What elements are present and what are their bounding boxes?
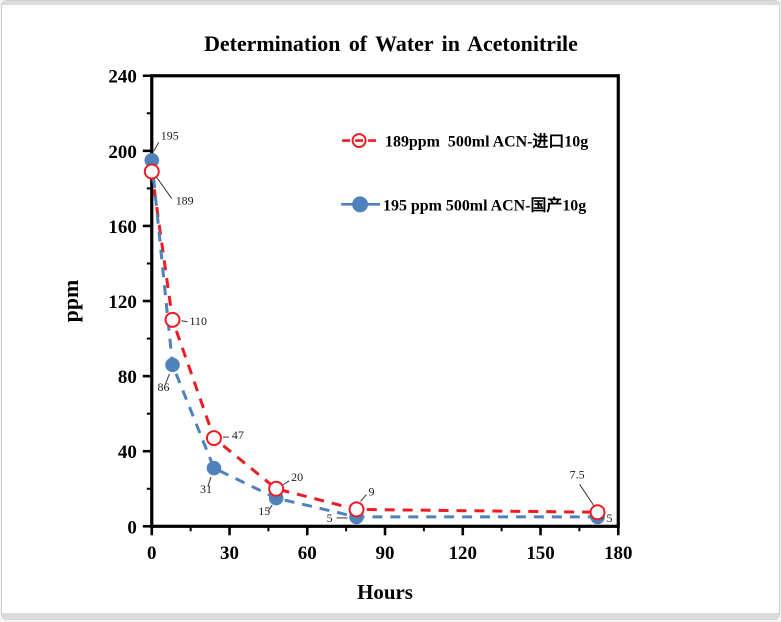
y-tick-label: 120 (108, 292, 136, 313)
point-label-leader (579, 484, 594, 506)
series-line-1 (150, 160, 598, 519)
data-point-filled (206, 460, 222, 476)
x-axis-title: Hours (357, 580, 413, 604)
y-tick-label: 80 (118, 367, 137, 388)
legend-label-1: 195 ppm 500ml ACN-国产10g (383, 195, 586, 214)
y-tick-label: 40 (118, 442, 137, 463)
point-label: 5 (327, 511, 333, 525)
legend-marker-0 (351, 133, 367, 149)
point-label-leader (282, 480, 290, 486)
data-point-open (164, 311, 181, 328)
x-tick-label: 180 (604, 543, 632, 564)
x-tick-label: 150 (526, 543, 554, 564)
plot-area: 0 30 60 90 120 150 180 0 40 80 120 160 200 240 189 110 4… (108, 67, 632, 564)
point-label: 9 (368, 484, 374, 498)
point-label: 47 (232, 428, 244, 442)
chart-title: Determination of Water in Acetonitrile (204, 31, 578, 56)
y-tick-label: 200 (108, 142, 136, 163)
point-label-leader (153, 142, 160, 152)
point-label-leader (207, 476, 212, 487)
data-point-open (205, 430, 222, 447)
y-tick-label: 160 (108, 217, 136, 238)
x-tick-label: 0 (147, 543, 156, 564)
point-label: 110 (189, 314, 207, 328)
point-label: 5 (607, 511, 613, 525)
data-point-open (268, 480, 285, 497)
point-label: 195 (161, 128, 179, 142)
y-tick-label: 240 (108, 67, 136, 88)
x-tick-label: 90 (376, 543, 395, 564)
data-point-filled (144, 152, 160, 168)
point-label-leader (600, 517, 604, 520)
point-label: 31 (200, 482, 212, 496)
point-label: 86 (158, 380, 170, 394)
data-point-open (143, 163, 160, 180)
point-label-leader (165, 373, 170, 384)
y-tick-label: 0 (127, 517, 136, 538)
point-label-leader (267, 504, 273, 512)
legend-label-0: 189ppm 500ml ACN-进口10g (385, 133, 588, 151)
legend-marker-1 (352, 196, 369, 213)
point-label-leader (181, 320, 188, 323)
point-label-leader (360, 494, 367, 502)
x-tick-label: 120 (449, 543, 477, 564)
window-bottom-edge (2, 613, 779, 619)
point-label: 20 (291, 470, 303, 484)
point-label: 7.5 (570, 467, 585, 481)
x-tick-label: 60 (298, 543, 317, 564)
data-point-filled (165, 357, 180, 373)
y-axis-title: ppm (58, 280, 83, 323)
data-point-open (589, 504, 606, 521)
x-tick-label: 30 (220, 543, 239, 564)
window-top-edge (2, 1, 779, 5)
series-line-0 (150, 171, 598, 514)
point-label: 189 (176, 193, 194, 207)
point-label-leader (156, 177, 173, 199)
point-label: 15 (258, 504, 270, 518)
data-point-open (348, 501, 365, 518)
